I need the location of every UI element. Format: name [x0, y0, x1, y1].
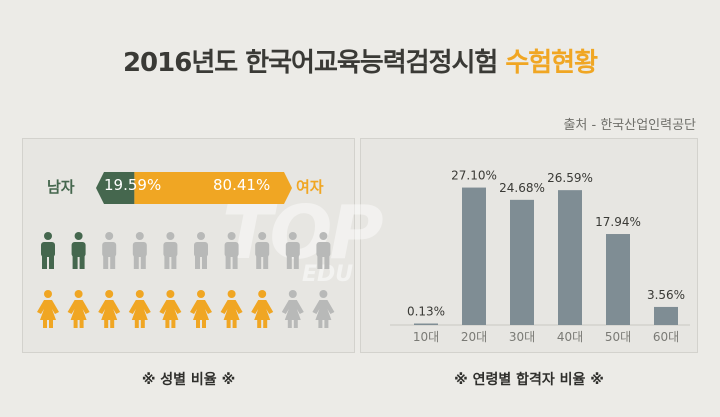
female-person-icon: [128, 290, 151, 328]
age-bar-value-label: 0.13%: [407, 305, 445, 319]
female-person-icon: [37, 290, 59, 328]
age-tick-label: 20대: [461, 330, 487, 344]
female-person-icon: [67, 290, 90, 328]
male-person-icon: [102, 232, 117, 269]
age-bar-value-label: 24.68%: [499, 181, 545, 195]
male-person-icon: [316, 232, 331, 269]
age-tick-label: 60대: [653, 330, 679, 344]
male-person-icon: [41, 232, 55, 269]
source-note: 출처 - 한국산업인력공단: [563, 118, 696, 133]
male-person-icon: [194, 232, 208, 269]
male-person-icon: [255, 232, 270, 269]
age-tick-label: 40대: [557, 330, 583, 344]
age-bar: [414, 323, 438, 325]
male-person-icon: [132, 232, 147, 269]
male-person-icon: [285, 232, 300, 269]
age-bar-value-label: 17.94%: [595, 215, 641, 229]
male-ratio-bar: [96, 172, 135, 204]
title-main: 2016년도 한국어교육능력검정시험: [122, 48, 498, 78]
female-person-icon: [220, 290, 243, 328]
male-label: 남자: [47, 178, 75, 196]
page-title: 2016년도 한국어교육능력검정시험 수험현황: [0, 42, 720, 79]
female-percent: 80.41%: [213, 176, 271, 194]
female-person-icon: [190, 290, 212, 328]
watermark-top: TOP: [222, 190, 384, 276]
age-tick-label: 50대: [605, 330, 631, 344]
female-person-icon: [159, 290, 182, 328]
male-percent: 19.59%: [104, 176, 162, 194]
age-bar: [606, 234, 630, 325]
age-tick-label: 10대: [413, 330, 439, 344]
female-label: 여자: [296, 178, 324, 196]
male-person-icon: [163, 232, 178, 269]
age-bar-value-label: 27.10%: [451, 169, 497, 183]
age-bar: [654, 306, 678, 325]
female-person-icon: [312, 290, 335, 328]
age-bar: [558, 190, 582, 325]
age-tick-label: 30대: [509, 330, 535, 344]
male-person-icon: [224, 232, 239, 269]
female-person-icon: [251, 290, 274, 328]
age-caption: ※ 연령별 합격자 비율 ※: [454, 372, 604, 388]
age-bar: [462, 187, 486, 325]
age-bar-value-label: 3.56%: [647, 288, 685, 302]
male-person-icon: [71, 232, 86, 269]
age-bar: [510, 199, 534, 325]
age-bar-value-label: 26.59%: [547, 171, 593, 185]
female-ratio-bar: [134, 172, 292, 204]
gender-caption: ※ 성별 비율 ※: [141, 372, 236, 388]
female-person-icon: [281, 290, 304, 328]
title-highlight: 수험현황: [505, 48, 598, 78]
female-person-icon: [98, 290, 121, 328]
